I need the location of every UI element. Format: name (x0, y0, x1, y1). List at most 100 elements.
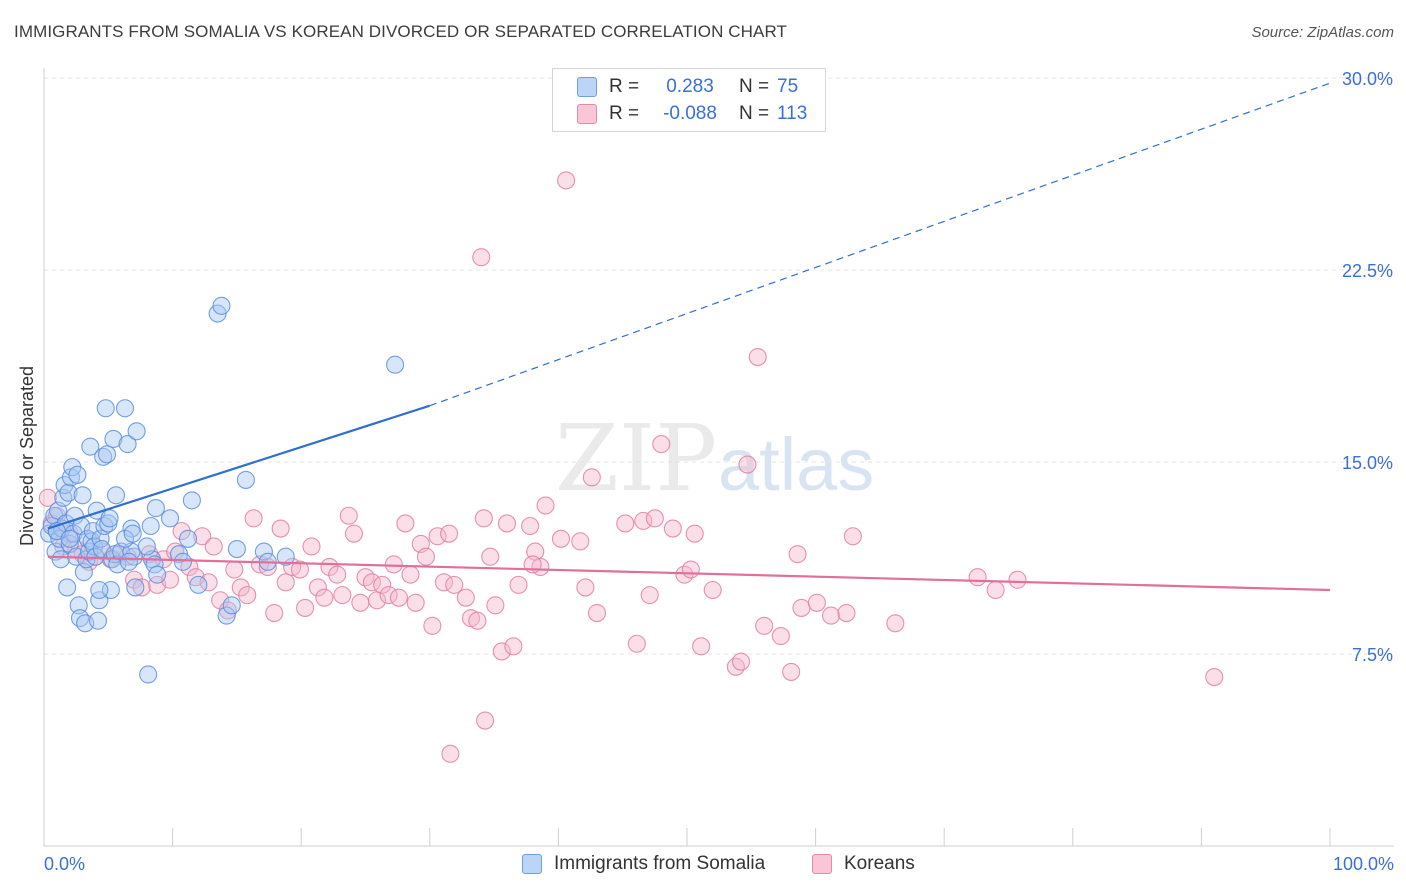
somalia-point (97, 445, 117, 464)
korean-point (231, 578, 250, 597)
korean-point (441, 744, 460, 763)
y-tick-label: 15.0% (1342, 453, 1393, 473)
korean-point (474, 509, 493, 528)
korean-n-label: N = (739, 103, 770, 124)
y-tick-label: 30.0% (1342, 69, 1393, 89)
korean-point (576, 578, 595, 597)
somalia-point (236, 470, 255, 489)
gridlines (44, 77, 1394, 655)
korean-point (339, 506, 358, 525)
somalia-point (137, 537, 156, 556)
somalia-point (59, 483, 78, 502)
somalia-point (148, 565, 167, 584)
korean-point (132, 578, 151, 597)
korean-point (968, 568, 987, 587)
watermark-atlas: atlas (718, 423, 874, 506)
korean-point (423, 616, 442, 635)
korean-point (509, 575, 528, 594)
somalia-point (90, 580, 109, 600)
korean-point (225, 560, 244, 579)
korean-point (837, 603, 856, 623)
korean-legend-icon (812, 854, 832, 874)
korean-point (634, 511, 653, 530)
somalia-point (118, 435, 137, 454)
chart-source: Source: ZipAtlas.com (1251, 24, 1394, 41)
somalia-point (115, 399, 135, 418)
korean-point (328, 565, 347, 584)
korean-point (204, 537, 223, 556)
watermark-zip: ZIP (555, 405, 717, 512)
korean-point (362, 573, 381, 592)
somalia-trendline-extension (429, 82, 1331, 407)
korean-point (384, 555, 403, 574)
somalia-point (83, 522, 102, 541)
somalia-point (141, 516, 160, 536)
somalia-point (73, 486, 92, 505)
korean-point (199, 573, 218, 592)
somalia-point (68, 465, 87, 484)
somalia-swatch-icon (577, 77, 597, 97)
korean-point (536, 496, 555, 515)
korean-point (373, 575, 392, 594)
somalia-point (189, 575, 208, 594)
korean-point (344, 524, 363, 543)
korean-point (771, 627, 790, 646)
somalia-point (96, 399, 115, 418)
korean-r-label: R = (609, 103, 640, 124)
korean-point (645, 509, 664, 528)
somalia-point (100, 509, 119, 528)
korean-point (315, 588, 334, 607)
stats-legend: R = 0.283 N = 75 R = -0.088 N = 113 (552, 68, 826, 132)
korean-point (434, 573, 453, 592)
korean-point (640, 586, 659, 605)
korean-point (582, 468, 601, 487)
korean-point (428, 527, 447, 546)
somalia-point (70, 609, 90, 628)
somalia-point (81, 437, 100, 456)
somalia-n-label: N = (739, 76, 770, 97)
korean-point (472, 248, 491, 267)
korean-point (492, 642, 511, 661)
korean-point (821, 606, 841, 625)
korean-point (986, 580, 1005, 600)
korean-point (886, 614, 905, 633)
somalia-point (139, 665, 158, 684)
y-tick-label: 7.5% (1352, 645, 1393, 665)
korean-point (703, 580, 722, 600)
korean-point (379, 586, 398, 605)
korean-point (238, 586, 257, 605)
korean-point (685, 524, 704, 543)
korean-point (276, 573, 295, 592)
somalia-point (386, 355, 405, 374)
korean-point (389, 588, 408, 607)
bottom-legend-korean: Koreans (812, 851, 915, 877)
korean-point (308, 578, 327, 597)
korean-point (38, 488, 57, 507)
legend-row-korean: R = -0.088 N = 113 (577, 101, 807, 127)
somalia-point (58, 578, 77, 597)
korean-point (557, 171, 576, 190)
somalia-n-value: 75 (777, 76, 799, 97)
somalia-point (127, 422, 146, 441)
korean-n-value: 113 (777, 103, 808, 124)
korean-point (211, 591, 230, 610)
korean-point (396, 514, 415, 533)
korean-point (755, 616, 774, 635)
korean-point (521, 516, 540, 536)
korean-point (445, 575, 464, 594)
x-ticks (172, 828, 1331, 846)
korean-point (504, 637, 523, 656)
korean-point (296, 598, 315, 617)
y-tick-label: 22.5% (1342, 261, 1393, 281)
korean-point (663, 519, 682, 538)
korean-point (172, 522, 191, 541)
korean-legend-label: Koreans (844, 853, 915, 874)
somalia-point (276, 547, 295, 566)
somalia-point (51, 550, 70, 569)
korean-point (681, 560, 700, 579)
korean-point (481, 547, 500, 566)
korean-point (271, 519, 290, 538)
somalia-point (212, 296, 231, 315)
korean-point (193, 527, 212, 546)
korean-trendline (47, 555, 1331, 592)
